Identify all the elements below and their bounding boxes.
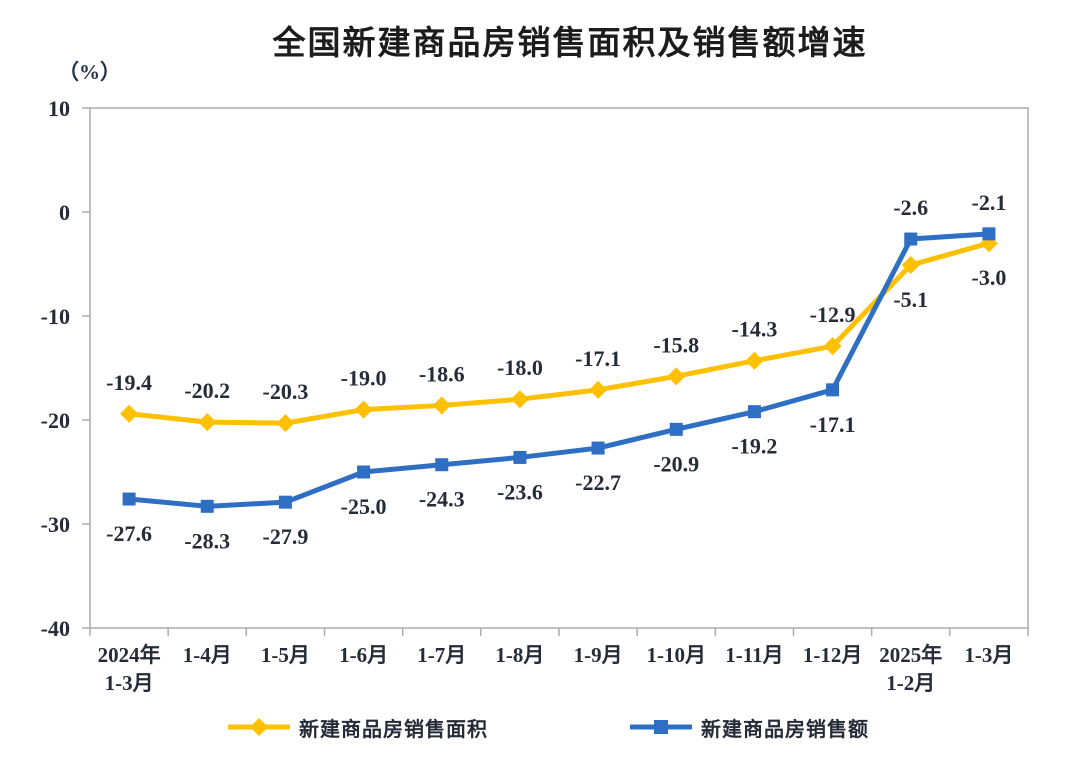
x-axis-category-label: 1-9月 (574, 643, 623, 667)
data-point-label: -28.3 (184, 528, 230, 553)
diamond-data-point (120, 404, 139, 423)
diamond-data-point (354, 400, 373, 419)
chart-title: 全国新建商品房销售面积及销售额增速 (272, 24, 868, 61)
y-axis-tick-label: -30 (41, 512, 70, 537)
chart-legend: 新建商品房销售面积 新建商品房销售额 (0, 712, 1080, 742)
data-point-label: -14.3 (732, 317, 778, 342)
square-data-point (357, 465, 371, 479)
line-chart: 10 0 -10 -20 -30 -40 2024年 1-3月 1-4月 1-5月 1-6月 1-7月… (41, 96, 1029, 695)
data-point-label: -19.2 (732, 434, 778, 459)
square-data-point (435, 458, 449, 472)
diamond-data-point (276, 414, 295, 433)
sales-amount-line (126, 231, 992, 509)
data-point-label: -3.0 (972, 265, 1007, 290)
legend-label-sales-area: 新建商品房销售面积 (299, 718, 488, 741)
square-data-point (122, 492, 136, 506)
y-axis-tick-label: -10 (41, 304, 70, 329)
diamond-data-point (589, 380, 608, 399)
square-data-point (904, 232, 918, 246)
square-data-point (278, 495, 292, 509)
data-point-label: -15.8 (653, 332, 699, 357)
x-axis-category-label: 1-10月 (647, 643, 707, 667)
square-data-point (747, 405, 761, 419)
x-axis-category-label: 1-4月 (183, 643, 232, 667)
data-point-label: -23.6 (497, 479, 543, 504)
data-point-label: -20.9 (653, 451, 699, 476)
square-data-point (591, 441, 605, 455)
data-point-label: -22.7 (575, 470, 621, 495)
square-data-point (982, 227, 996, 241)
data-point-label: -19.4 (106, 370, 152, 395)
diamond-data-point (432, 396, 451, 415)
data-point-label: -20.2 (184, 378, 230, 403)
y-axis-unit-label: （%） (58, 60, 121, 84)
sales-area-line (126, 240, 992, 426)
diamond-data-point (667, 367, 686, 386)
diamond-data-point (901, 256, 920, 275)
square-data-point (826, 383, 840, 397)
y-axis-tick-label: -40 (41, 616, 70, 641)
data-point-label: -5.1 (893, 287, 928, 312)
x-axis-category-label: 1-7月 (417, 643, 466, 667)
data-point-label: -24.3 (419, 487, 465, 512)
data-point-label: -20.3 (263, 379, 309, 404)
square-data-point (669, 422, 683, 436)
square-data-point (200, 499, 214, 513)
diamond-marker-icon (228, 718, 290, 736)
data-point-label: -19.0 (341, 366, 387, 391)
x-axis-category-label: 1-6月 (339, 643, 388, 667)
x-axis-category-label: 1-11月 (725, 643, 783, 667)
data-point-label: -2.6 (893, 195, 928, 220)
x-axis-category-label: 1-8月 (495, 643, 544, 667)
data-point-label: -25.0 (341, 494, 387, 519)
data-point-label: -27.9 (263, 524, 309, 549)
y-axis-tick-label: 0 (59, 200, 70, 225)
y-axis-tick-label: 10 (48, 96, 70, 121)
x-axis-category-label: 1-12月 (803, 643, 863, 667)
x-axis-category-label: 2025年 1-2月 (879, 643, 942, 695)
data-point-label: -18.0 (497, 355, 543, 380)
data-point-label: -2.1 (972, 190, 1007, 215)
legend-label-sales-amount: 新建商品房销售额 (701, 718, 869, 741)
y-axis-tick-label: -20 (41, 408, 70, 433)
diamond-data-point (745, 351, 764, 370)
data-point-label: -17.1 (810, 412, 856, 437)
legend-item-sales-area: 新建商品房销售面积 (228, 712, 488, 742)
diamond-data-point (823, 337, 842, 356)
square-marker-icon (630, 720, 692, 734)
x-axis-category-label: 1-5月 (261, 643, 310, 667)
data-point-label: -17.1 (575, 346, 621, 371)
x-axis-category-label: 2024年 1-3月 (98, 643, 161, 695)
plot-border (89, 107, 1029, 629)
data-point-label: -18.6 (419, 361, 465, 386)
square-data-point (513, 450, 527, 464)
diamond-data-point (198, 413, 217, 432)
diamond-data-point (510, 390, 529, 409)
legend-item-sales-amount: 新建商品房销售额 (630, 712, 869, 742)
data-point-label: -12.9 (810, 302, 856, 327)
x-axis-category-label: 1-3月 (964, 643, 1013, 667)
data-point-label: -27.6 (106, 521, 152, 546)
